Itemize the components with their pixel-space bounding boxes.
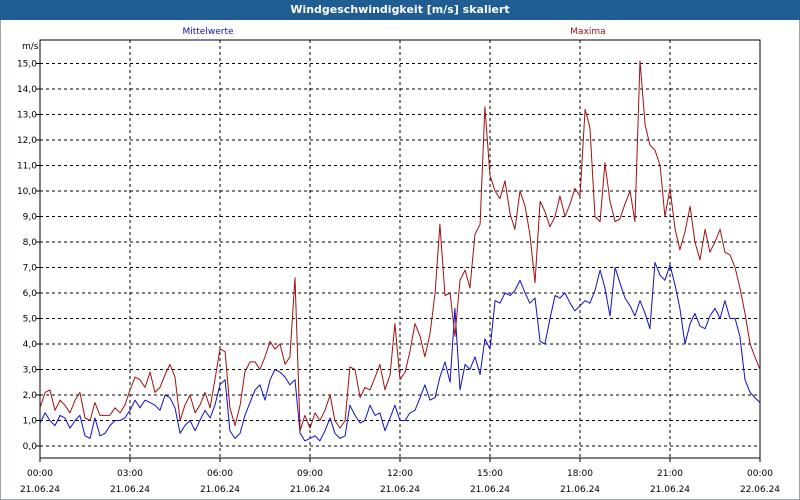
y-tick-label: 12,0	[17, 136, 37, 146]
x-tick-date: 21.06.24	[650, 485, 690, 495]
x-tick-date: 21.06.24	[380, 485, 420, 495]
x-tick-date: 21.06.24	[560, 485, 600, 495]
x-tick-time: 21:00	[657, 469, 683, 479]
window-title: Windgeschwindigkeit [m/s] skaliert	[0, 0, 800, 20]
x-tick-date: 21.06.24	[470, 485, 510, 495]
x-tick-date: 21.06.24	[200, 485, 240, 495]
x-tick-time: 18:00	[567, 469, 593, 479]
y-tick-label: 11,0	[17, 162, 37, 172]
x-tick-time: 15:00	[477, 469, 503, 479]
series-line-mittelwerte	[39, 261, 761, 442]
legend-max: Maxima	[570, 27, 605, 37]
y-tick-label: 10,0	[17, 187, 37, 197]
x-tick-time: 09:00	[297, 469, 323, 479]
x-tick-date: 22.06.24	[740, 485, 780, 495]
y-tick-label: 9,0	[23, 213, 38, 223]
y-tick-label: 14,0	[17, 85, 37, 95]
x-tick-date: 21.06.24	[290, 485, 330, 495]
x-tick-time: 00:00	[27, 469, 53, 479]
series-line-maxima	[39, 60, 761, 432]
y-tick-label: 3,0	[23, 366, 38, 376]
y-tick-label: 15,0	[17, 60, 37, 70]
x-tick-date: 21.06.24	[20, 485, 60, 495]
y-tick-label: 7,0	[23, 264, 38, 274]
wind-speed-chart: Mittelwerte Maxima m/s 0,0 1,0 2,0 3,0 4,0 5,…	[17, 27, 780, 495]
y-tick-label: 1,0	[23, 417, 38, 427]
y-axis-label: m/s	[22, 42, 39, 52]
x-tick-time: 03:00	[117, 469, 143, 479]
x-tick-time: 00:00	[747, 469, 773, 479]
y-tick-label: 4,0	[23, 340, 38, 350]
x-tick-time: 12:00	[387, 469, 413, 479]
y-tick-label: 6,0	[23, 289, 38, 299]
x-tick-time: 06:00	[207, 469, 233, 479]
y-tick-label: 2,0	[23, 391, 38, 401]
x-tick-date: 21.06.24	[110, 485, 150, 495]
y-tick-label: 13,0	[17, 111, 37, 121]
legend-mean: Mittelwerte	[182, 27, 233, 37]
y-tick-label: 5,0	[23, 315, 38, 325]
y-tick-label: 8,0	[23, 238, 38, 248]
y-tick-label: 0,0	[23, 442, 38, 452]
